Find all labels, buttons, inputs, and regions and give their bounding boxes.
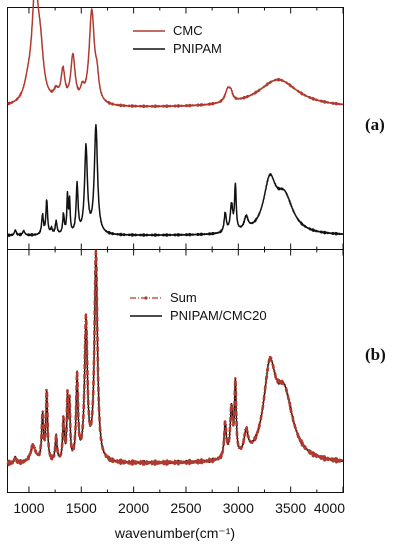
panel-a-ticks bbox=[28, 7, 344, 250]
series-line-pnipam-cmc20 bbox=[7, 250, 344, 466]
x-tick-label: 3000 bbox=[223, 500, 254, 516]
panel-b-ticks bbox=[28, 249, 344, 493]
x-tick-label: 1500 bbox=[66, 500, 97, 516]
legend-marker-sum bbox=[144, 296, 148, 300]
legend-label-pnipam-cmc20: PNIPAM/CMC20 bbox=[170, 308, 267, 323]
x-axis-title: wavenumber(cm⁻¹) bbox=[114, 525, 235, 541]
panel-label-a: (a) bbox=[365, 115, 385, 134]
panel-b-frame bbox=[7, 249, 344, 493]
series-line-cmc bbox=[7, 0, 344, 109]
series-line-pnipam bbox=[7, 124, 344, 238]
series-line-sum bbox=[6, 249, 344, 467]
x-tick-label: 3500 bbox=[275, 500, 306, 516]
legend-label-pnipam: PNIPAM bbox=[173, 41, 222, 56]
panel-a-legend: CMC PNIPAM bbox=[133, 23, 222, 56]
panel-b-series bbox=[6, 249, 344, 467]
legend-label-cmc: CMC bbox=[173, 23, 203, 38]
x-tick-labels: 1000 1500 2000 2500 3000 3500 4000 bbox=[13, 500, 345, 516]
panel-a-series bbox=[7, 0, 344, 238]
x-tick-label: 2500 bbox=[170, 500, 201, 516]
panel-b-legend: Sum PNIPAM/CMC20 bbox=[130, 290, 267, 323]
x-tick-label: 2000 bbox=[118, 500, 149, 516]
panel-label-b: (b) bbox=[365, 345, 386, 364]
x-tick-label: 1000 bbox=[13, 500, 44, 516]
x-tick-label: 4000 bbox=[314, 500, 345, 516]
legend-label-sum: Sum bbox=[170, 290, 197, 305]
